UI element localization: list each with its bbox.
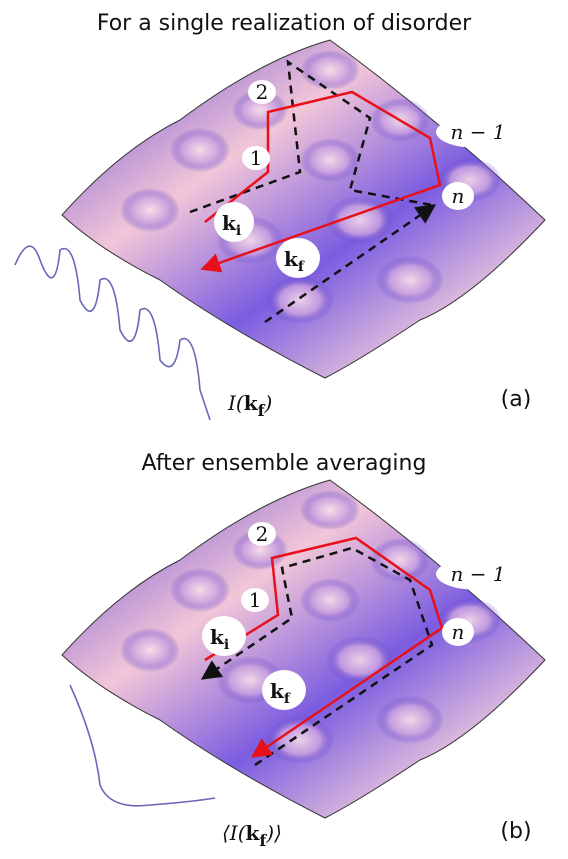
surface bbox=[62, 480, 545, 818]
panel-b-drawing: 2 1 n − 1 n ki kf bbox=[62, 480, 545, 818]
figure: For a single realization of disorder 2 1… bbox=[0, 0, 568, 859]
intensity-label: ⟨I(kf)⟩ bbox=[222, 821, 282, 850]
site-label: 1 bbox=[250, 146, 263, 170]
site-label: 2 bbox=[256, 522, 269, 546]
site-label: n − 1 bbox=[450, 120, 505, 144]
panel-title: After ensemble averaging bbox=[142, 451, 427, 476]
panel-label: (a) bbox=[501, 387, 532, 412]
site-label: n − 1 bbox=[450, 562, 505, 586]
site-label: n bbox=[452, 620, 465, 644]
surface bbox=[62, 40, 545, 378]
panel-title: For a single realization of disorder bbox=[97, 11, 472, 36]
panel-label: (b) bbox=[500, 819, 531, 844]
panel-a: For a single realization of disorder 2 1… bbox=[15, 11, 545, 420]
panel-b: After ensemble averaging 2 1 n − 1 n ki … bbox=[62, 451, 545, 850]
site-label: n bbox=[452, 184, 465, 208]
site-label: 2 bbox=[256, 80, 269, 104]
site-label: 1 bbox=[249, 588, 262, 612]
intensity-label: I(kf) bbox=[227, 391, 272, 420]
